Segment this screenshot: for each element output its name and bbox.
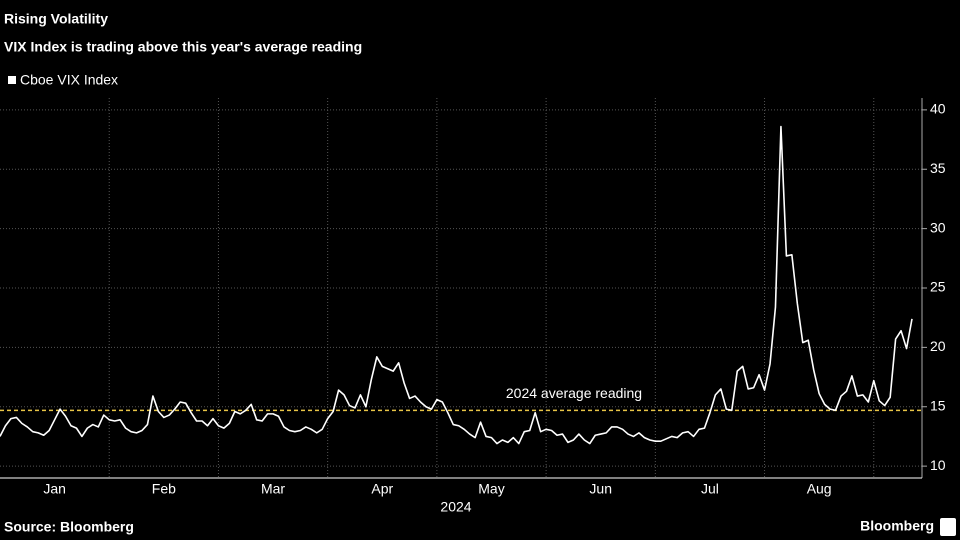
- x-tick-label: Aug: [807, 481, 832, 497]
- y-tick-label: 25: [930, 279, 946, 295]
- legend-swatch: [8, 76, 16, 84]
- x-tick-label: Jul: [701, 481, 719, 497]
- y-tick-label: 35: [930, 160, 946, 176]
- x-axis-label: 2024: [440, 499, 471, 515]
- y-tick-label: 20: [930, 338, 946, 354]
- brand-icon: [940, 518, 956, 536]
- x-tick-label: Feb: [152, 481, 176, 497]
- chart-title: Rising Volatility: [4, 11, 108, 27]
- reference-label: 2024 average reading: [506, 385, 642, 401]
- x-tick-label: May: [478, 481, 504, 497]
- y-tick-label: 30: [930, 219, 946, 235]
- x-tick-label: Apr: [371, 481, 393, 497]
- y-tick-label: 40: [930, 101, 946, 117]
- y-tick-label: 15: [930, 397, 946, 413]
- line-series: [0, 125, 913, 445]
- x-tick-label: Jan: [43, 481, 66, 497]
- x-tick-label: Jun: [589, 481, 612, 497]
- x-tick-label: Mar: [261, 481, 285, 497]
- brand: Bloomberg: [860, 518, 934, 534]
- y-tick-label: 10: [930, 457, 946, 473]
- source: Source: Bloomberg: [4, 519, 134, 535]
- legend-label: Cboe VIX Index: [20, 72, 118, 88]
- chart-subtitle: VIX Index is trading above this year's a…: [4, 39, 362, 55]
